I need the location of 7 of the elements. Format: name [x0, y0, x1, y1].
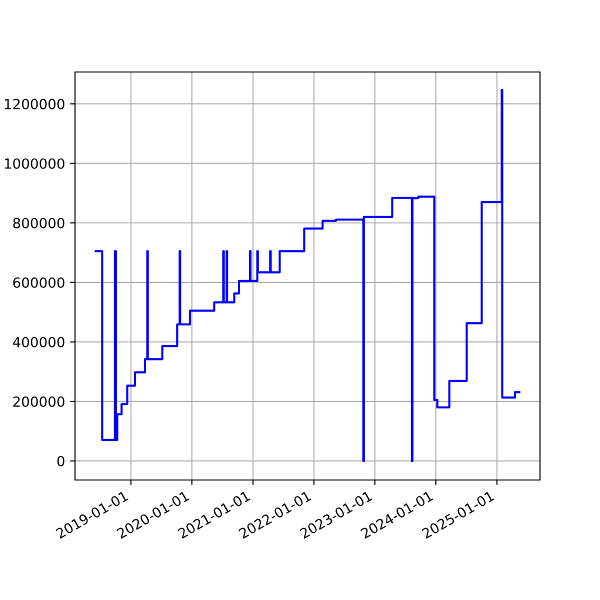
- y-tick-label: 1000000: [4, 158, 64, 169]
- y-tick-label: 200000: [13, 396, 64, 407]
- y-tick-label: 800000: [13, 218, 64, 228]
- y-tick-label: 0: [57, 456, 64, 466]
- y-tick-label: 400000: [12, 336, 64, 348]
- y-tick-label: 1200000: [4, 98, 64, 110]
- y-tick-label: 600000: [13, 277, 64, 288]
